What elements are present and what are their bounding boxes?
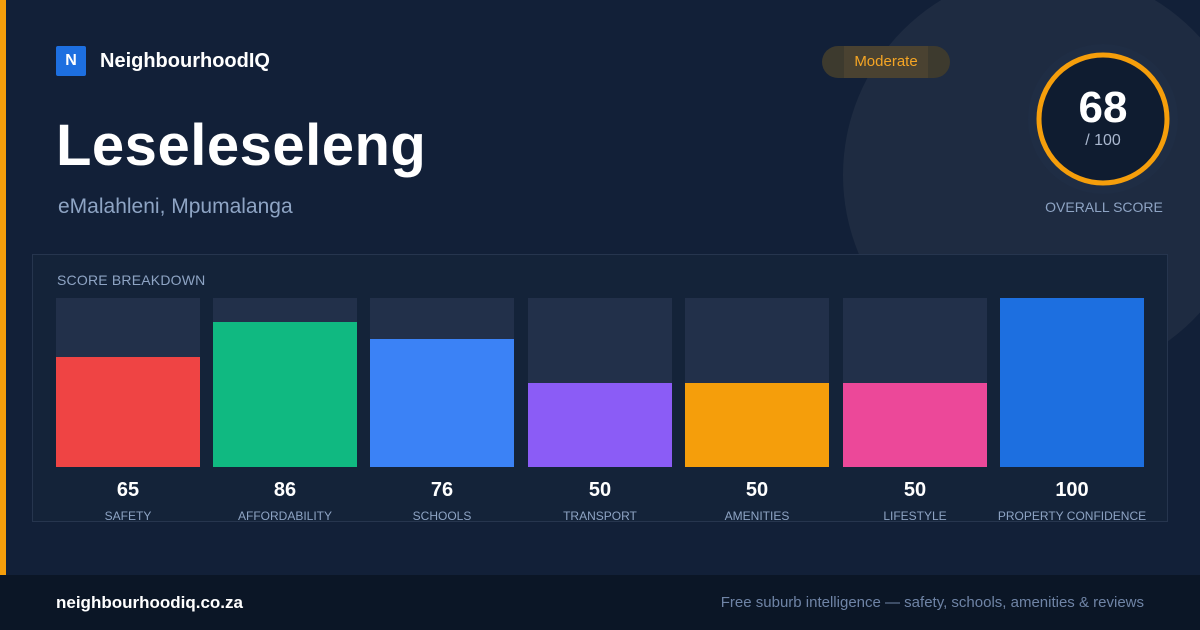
- bar-label: LIFESTYLE: [883, 509, 947, 523]
- bar-fill: [685, 382, 829, 467]
- bar-track: [528, 298, 672, 467]
- bar-track: [213, 298, 357, 467]
- bar-label: SAFETY: [104, 509, 152, 523]
- score-bar-safety: 65 SAFETY: [56, 298, 200, 523]
- accent-bar: [0, 0, 6, 575]
- bar-fill: [528, 382, 672, 467]
- bar-label: SCHOOLS: [412, 509, 472, 523]
- bar-label: AMENITIES: [724, 509, 790, 523]
- bar-track: [370, 298, 514, 467]
- rating-badge: Moderate: [822, 46, 950, 78]
- score-bar-transport: 50 TRANSPORT: [528, 298, 672, 523]
- bar-track: [843, 298, 987, 467]
- score-bar-property-confidence: 100 PROPERTY CONFIDENCE: [998, 298, 1146, 523]
- bar-value: 65: [116, 479, 140, 501]
- bar-track: [685, 298, 829, 467]
- bar-label: TRANSPORT: [563, 509, 637, 523]
- brand-logo-icon: N: [56, 46, 86, 76]
- brand-name: NeighbourhoodIQ: [100, 49, 270, 72]
- score-breakdown-title: SCORE BREAKDOWN: [57, 272, 206, 288]
- overall-score-ring: 68 / 100: [1028, 44, 1178, 194]
- score-breakdown-panel: SCORE BREAKDOWN 65 SAFETY 86 AFFORDABILI…: [32, 254, 1168, 523]
- bar-fill: [843, 382, 987, 467]
- bar-value: 86: [273, 479, 297, 501]
- bar-track: [56, 298, 200, 467]
- bar-value: 76: [430, 479, 454, 501]
- overall-score-value: 68: [1078, 83, 1128, 132]
- bar-value: 50: [745, 479, 769, 501]
- bar-fill: [370, 338, 514, 467]
- bar-fill: [56, 357, 200, 467]
- bar-value: 50: [588, 479, 612, 501]
- bar-fill: [213, 321, 357, 467]
- bar-value: 100: [1055, 479, 1089, 501]
- suburb-title: Leseleseleng: [56, 113, 427, 178]
- rating-badge-label: Moderate: [844, 46, 928, 78]
- score-ring-graphic: [1028, 44, 1178, 194]
- score-bar-schools: 76 SCHOOLS: [370, 298, 514, 523]
- bar-value: 50: [903, 479, 927, 501]
- footer-tagline: Free suburb intelligence — safety, schoo…: [720, 594, 1144, 611]
- score-bar-amenities: 50 AMENITIES: [685, 298, 829, 523]
- overall-score-max: / 100: [1085, 132, 1121, 149]
- score-ring-arc: [1036, 52, 1170, 186]
- bar-track: [1000, 298, 1144, 467]
- footer: neighbourhoodiq.co.za Free suburb intell…: [0, 575, 1200, 630]
- score-bar-affordability: 86 AFFORDABILITY: [213, 298, 357, 523]
- bar-label: AFFORDABILITY: [237, 509, 332, 523]
- bar-label: PROPERTY CONFIDENCE: [997, 509, 1147, 523]
- score-bar-lifestyle: 50 LIFESTYLE: [843, 298, 987, 523]
- footer-domain-link[interactable]: neighbourhoodiq.co.za: [56, 593, 243, 612]
- suburb-location: eMalahleni, Mpumalanga: [58, 195, 293, 218]
- brand: N NeighbourhoodIQ: [56, 46, 270, 76]
- bar-fill: [1000, 298, 1144, 467]
- overall-score-caption: OVERALL SCORE: [1045, 199, 1163, 215]
